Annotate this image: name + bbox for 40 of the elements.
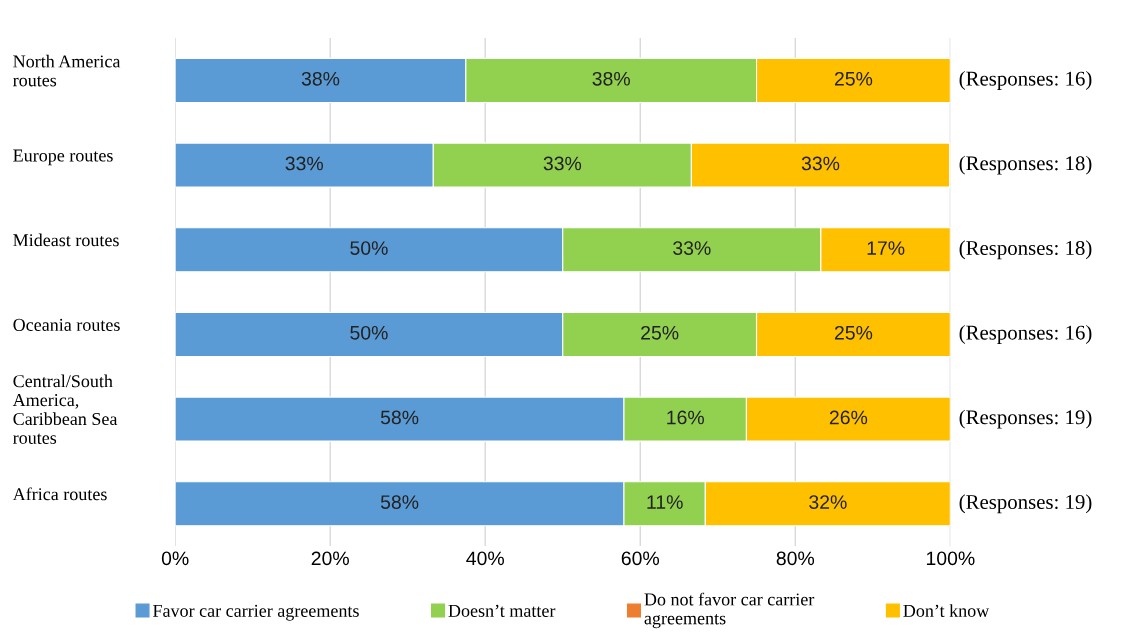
x-tick-label: 100% xyxy=(926,551,975,566)
data-label: 50% xyxy=(350,325,388,340)
data-label: 38% xyxy=(301,71,340,86)
text: (Responses: 18) xyxy=(959,155,1092,175)
data-label: 33% xyxy=(543,156,582,171)
x-tick-label: 0% xyxy=(161,551,189,566)
x-tick-label: 80% xyxy=(776,551,815,566)
data-label: 50% xyxy=(350,241,388,255)
data-label: 33% xyxy=(673,241,711,255)
legend-label: Doesn’t matter xyxy=(448,604,556,617)
text: (Responses: 18) xyxy=(959,240,1092,260)
legend-label: Don’t know xyxy=(903,604,990,617)
legend-label: Favor car carrier agreements xyxy=(152,604,359,621)
y-tick-label: Central/South America, Caribbean Sea routes xyxy=(12,374,118,444)
y-tick-label: North America routes xyxy=(13,54,121,87)
data-label: 25% xyxy=(834,325,873,340)
y-tick-label: Mideast routes xyxy=(13,233,119,247)
data-label: 58% xyxy=(380,410,419,425)
data-label: 11% xyxy=(647,495,683,509)
y-tick-label: Africa routes xyxy=(12,487,107,501)
data-label: 25% xyxy=(641,325,679,340)
y-tick-label: Europe routes xyxy=(13,149,113,166)
x-tick-label: 40% xyxy=(466,551,504,566)
data-label: 25% xyxy=(834,71,873,86)
x-tick-label: 60% xyxy=(621,551,660,566)
data-label: 58% xyxy=(380,495,419,509)
data-label: 33% xyxy=(801,156,840,171)
data-label: 16% xyxy=(667,410,704,425)
y-tick-label: Oceania routes xyxy=(13,318,120,331)
text: (Responses: 19) xyxy=(959,494,1092,514)
data-label: 33% xyxy=(285,156,323,171)
data-label: 32% xyxy=(809,495,847,509)
text: (Responses: 16) xyxy=(959,324,1092,344)
text: (Responses: 16) xyxy=(959,70,1092,90)
data-label: 38% xyxy=(592,71,630,86)
text: (Responses: 19) xyxy=(959,409,1092,429)
data-label: 26% xyxy=(829,410,868,425)
x-tick-label: 20% xyxy=(311,551,349,566)
legend-label: Do not favor car carrier agreements xyxy=(644,592,815,629)
data-label: 17% xyxy=(867,241,905,255)
